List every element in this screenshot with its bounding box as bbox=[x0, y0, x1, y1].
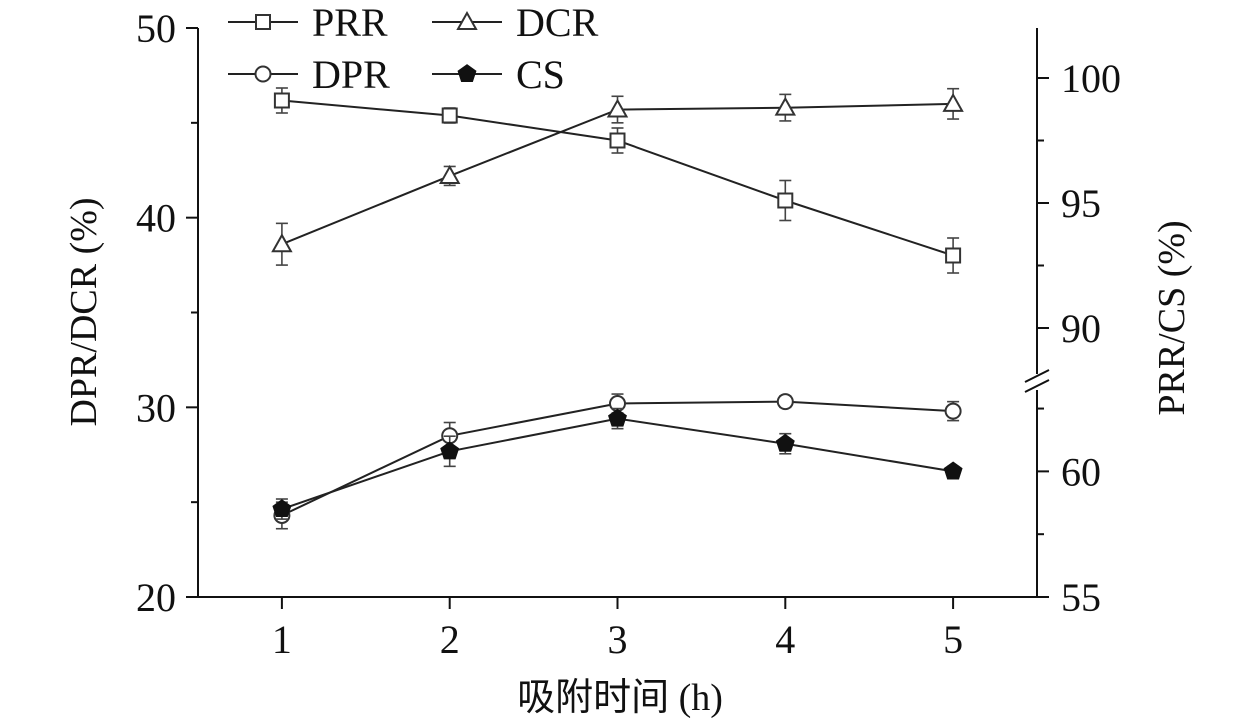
data-point-dpr bbox=[776, 393, 794, 411]
data-point-cs bbox=[943, 461, 963, 480]
legend-marker-dpr bbox=[254, 65, 272, 83]
data-point-cs bbox=[775, 433, 795, 452]
legend-marker-cs bbox=[457, 64, 477, 83]
data-point-dcr bbox=[438, 164, 461, 184]
series-prr bbox=[273, 87, 962, 274]
data-point-dcr bbox=[942, 92, 964, 112]
y-right-tick-label: 90 bbox=[1061, 306, 1101, 351]
data-point-prr bbox=[441, 107, 458, 124]
legend-item-dpr: DPR bbox=[228, 52, 390, 97]
x-tick-label: 4 bbox=[775, 617, 795, 662]
legend-marker-dcr bbox=[456, 10, 478, 30]
series-line-prr bbox=[281, 99, 954, 257]
y-axis-label-left: DPR/DCR (%) bbox=[63, 197, 105, 426]
y-axis-label-right: PRR/CS (%) bbox=[1151, 220, 1193, 415]
series-line-cs bbox=[281, 417, 954, 511]
x-tick-label: 5 bbox=[943, 617, 963, 662]
series-dcr bbox=[271, 87, 964, 266]
legend-label-prr: PRR bbox=[312, 0, 388, 45]
data-point-cs bbox=[440, 441, 460, 460]
legend-item-prr: PRR bbox=[228, 0, 388, 45]
legend-marker-prr bbox=[255, 14, 271, 30]
data-point-dcr bbox=[606, 98, 629, 118]
legend-label-dcr: DCR bbox=[516, 0, 599, 45]
y-left-tick-label: 20 bbox=[136, 575, 176, 620]
series-layer bbox=[271, 87, 964, 530]
data-point-prr bbox=[777, 192, 794, 209]
legend-label-dpr: DPR bbox=[312, 52, 390, 97]
data-point-prr bbox=[273, 92, 290, 109]
x-tick-label: 1 bbox=[272, 617, 292, 662]
y-right-tick-label: 95 bbox=[1061, 181, 1101, 226]
y-right-tick-label: 60 bbox=[1061, 449, 1101, 494]
y-right-tick-label: 100 bbox=[1061, 56, 1121, 101]
data-point-dcr bbox=[774, 96, 797, 116]
data-point-dpr bbox=[944, 402, 962, 420]
series-cs bbox=[272, 407, 963, 520]
axis-break-mark bbox=[1024, 379, 1050, 393]
y-left-tick-label: 30 bbox=[136, 385, 176, 430]
data-point-prr bbox=[609, 132, 626, 149]
x-tick-label: 2 bbox=[440, 617, 460, 662]
y-left-tick-label: 40 bbox=[136, 196, 176, 241]
legend-item-cs: CS bbox=[432, 52, 565, 97]
legend: PRR DCR DPR CS bbox=[228, 0, 599, 97]
data-point-cs bbox=[272, 499, 292, 518]
x-axis-label: 吸附时间 (h) bbox=[517, 677, 723, 719]
y-right-tick-label: 55 bbox=[1061, 575, 1101, 620]
data-point-cs bbox=[608, 408, 627, 427]
axes: 1 2 3 4 5 20 30 40 50 90 95 100 55 60 bbox=[136, 6, 1121, 662]
x-tick-label: 3 bbox=[608, 617, 628, 662]
y-left-tick-label: 50 bbox=[136, 6, 176, 51]
axis-break-mark bbox=[1024, 369, 1050, 383]
data-point-prr bbox=[945, 247, 962, 264]
data-point-dcr bbox=[271, 233, 293, 253]
legend-item-dcr: DCR bbox=[432, 0, 599, 45]
legend-label-cs: CS bbox=[516, 52, 565, 97]
